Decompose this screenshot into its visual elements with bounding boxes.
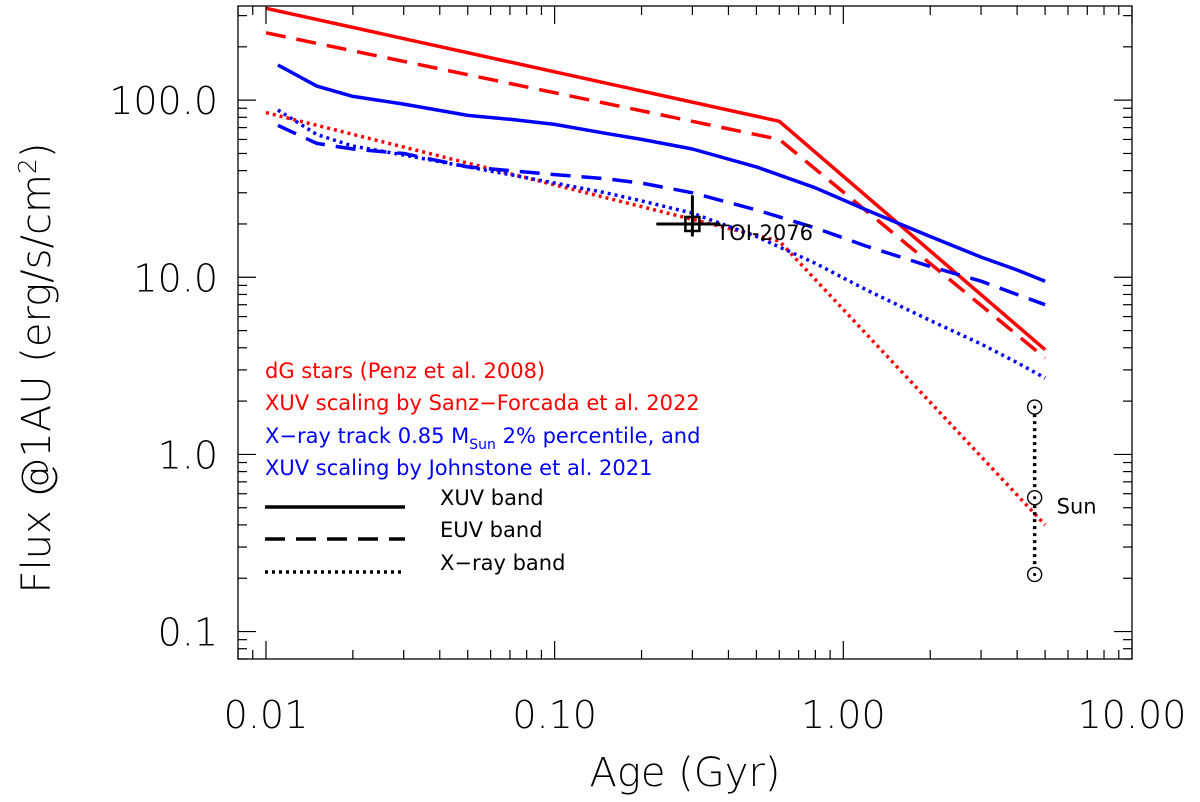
toi-2076-marker [684,215,701,233]
sun-symbol-dot [1033,572,1037,577]
y-tick-label: 100.0 [109,79,218,123]
legend-solid-label: XUV band [440,486,544,510]
legend-line-johnstone: XUV scaling by Johnstone et al. 2021 [265,456,653,480]
series-johnstone-euv [277,123,1046,307]
legend-line-dg: dG stars (Penz et al. 2008) [265,359,545,383]
y-tick-label: 10.0 [133,256,218,300]
y-tick-label: 0.1 [158,611,218,655]
sun-symbol-dot [1033,496,1037,500]
y-tick-label: 1.0 [158,433,218,477]
legend-line-xray-track-sub: Sun [469,437,496,453]
y-axis-title: Flux @1AU (erg/s/cm2) [13,143,60,594]
sun-symbol-dot [1033,405,1037,409]
y-axis-title-sup: 2 [13,158,42,174]
legend-line-xray-track-pre: X−ray track 0.85 M [265,424,469,448]
y-axis-title-end: ) [14,143,60,159]
series-johnstone-xuv [277,63,1046,283]
x-axis-title: Age (Gyr) [589,750,780,796]
data-layer [265,6,1047,583]
legend-line-xray-track: X−ray track 0.85 MSun 2% percentile, and [265,424,700,453]
y-axis-title-main: Flux @1AU (erg/s/cm [14,174,60,593]
ticks-layer: 0.01 0.10 1.00 10.00 0.1 1.0 10.0 100.0 [109,6,1186,737]
x-tick-label: 10.00 [1078,693,1187,737]
x-tick-label: 1.00 [801,693,886,737]
series-dg-x-ray [265,110,1047,527]
sun-label: Sun [1057,495,1097,519]
x-tick-label: 0.10 [512,693,597,737]
legend-dashed-label: EUV band [440,518,543,542]
legend: dG stars (Penz et al. 2008) XUV scaling … [265,359,700,575]
legend-line-sanz: XUV scaling by Sanz−Forcada et al. 2022 [265,391,700,415]
series-dg-euv [265,31,1047,360]
legend-dotted-label: X−ray band [440,551,565,575]
plot-frame [237,5,1133,660]
series-johnstone-x-ray [276,108,1046,380]
legend-line-xray-track-post: 2% percentile, and [496,424,701,448]
toi-2076-label: TOI-2076 [715,221,813,245]
x-tick-label: 0.01 [224,693,309,737]
